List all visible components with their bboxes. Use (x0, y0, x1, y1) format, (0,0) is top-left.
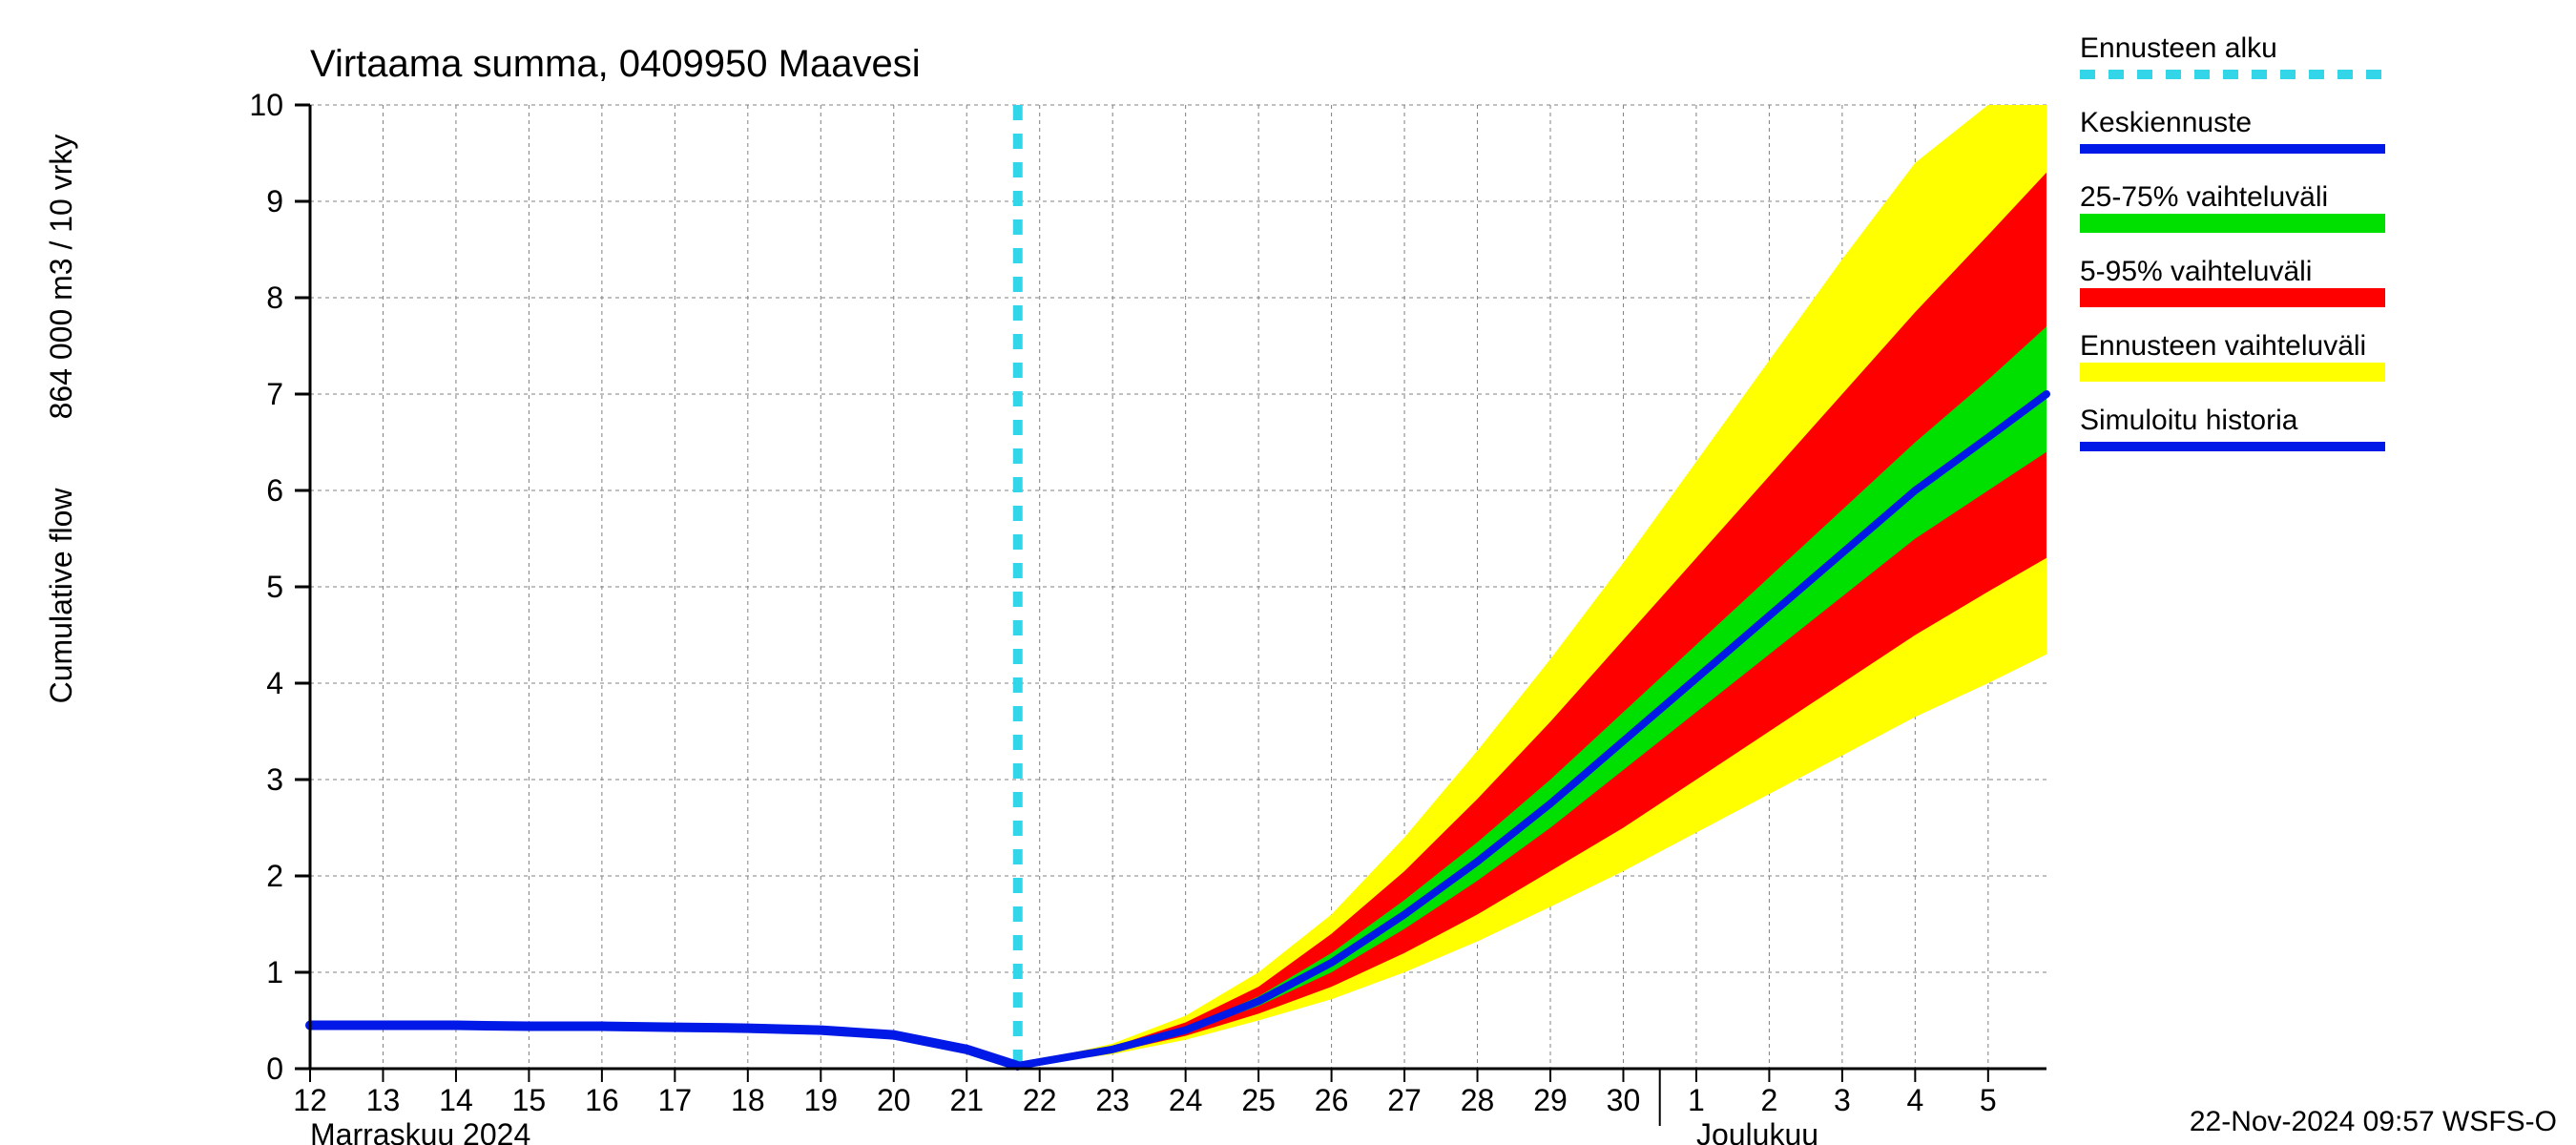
legend-item-label: Ennusteen vaihteluväli (2080, 330, 2366, 362)
plot-area: 0123456789101213141516171819202122232425… (0, 0, 2046, 1145)
x-tick-label: 13 (366, 1083, 401, 1117)
x-tick-label: 29 (1533, 1083, 1568, 1117)
y-tick-label: 1 (266, 955, 283, 989)
legend-item-label: 5-95% vaihteluväli (2080, 256, 2312, 287)
legend-item-label: Keskiennuste (2080, 107, 2252, 138)
x-tick-label: 20 (877, 1083, 911, 1117)
legend-item-label: 25-75% vaihteluväli (2080, 181, 2328, 213)
chart-title: Virtaama summa, 0409950 Maavesi (310, 43, 921, 85)
x-tick-label: 3 (1834, 1083, 1851, 1117)
x-tick-label: 22 (1023, 1083, 1057, 1117)
render-timestamp: 22-Nov-2024 09:57 WSFS-O (2190, 1106, 2557, 1137)
y-axis-label: Cumulative flow 864 000 m3 / 10 vrky (44, 135, 78, 704)
x-tick-label: 14 (439, 1083, 473, 1117)
y-tick-label: 0 (266, 1051, 283, 1086)
month-label-fi: Joulukuu (1696, 1117, 1818, 1145)
x-tick-label: 30 (1607, 1083, 1641, 1117)
flow-forecast-chart: Virtaama summa, 0409950 Maavesi Cumulati… (0, 0, 2576, 1145)
y-tick-label: 9 (266, 184, 283, 219)
x-tick-label: 16 (585, 1083, 619, 1117)
x-tick-label: 23 (1095, 1083, 1130, 1117)
y-tick-label: 6 (266, 473, 283, 508)
y-tick-label: 4 (266, 666, 283, 700)
x-tick-label: 28 (1461, 1083, 1495, 1117)
x-tick-label: 4 (1906, 1083, 1923, 1117)
x-tick-label: 24 (1169, 1083, 1203, 1117)
y-tick-label: 10 (249, 88, 283, 122)
x-tick-label: 19 (803, 1083, 838, 1117)
x-tick-label: 5 (1980, 1083, 1997, 1117)
x-tick-label: 15 (512, 1083, 547, 1117)
legend-item-label: Simuloitu historia (2080, 405, 2298, 436)
y-tick-label: 8 (266, 281, 283, 315)
x-tick-label: 2 (1761, 1083, 1778, 1117)
x-tick-label: 27 (1387, 1083, 1422, 1117)
x-tick-label: 12 (293, 1083, 327, 1117)
x-tick-label: 25 (1241, 1083, 1276, 1117)
x-tick-label: 18 (731, 1083, 765, 1117)
x-tick-label: 1 (1688, 1083, 1705, 1117)
legend: Ennusteen alku Keskiennuste 25-75% vaihtel… (2080, 32, 2385, 447)
legend-item-label: Ennusteen alku (2080, 32, 2277, 64)
x-tick-label: 21 (949, 1083, 984, 1117)
x-tick-label: 17 (658, 1083, 693, 1117)
y-tick-label: 3 (266, 762, 283, 797)
month-label-fi: Marraskuu 2024 (310, 1117, 530, 1145)
y-tick-label: 5 (266, 570, 283, 604)
y-tick-label: 7 (266, 377, 283, 411)
x-tick-label: 26 (1315, 1083, 1349, 1117)
y-tick-label: 2 (266, 859, 283, 893)
